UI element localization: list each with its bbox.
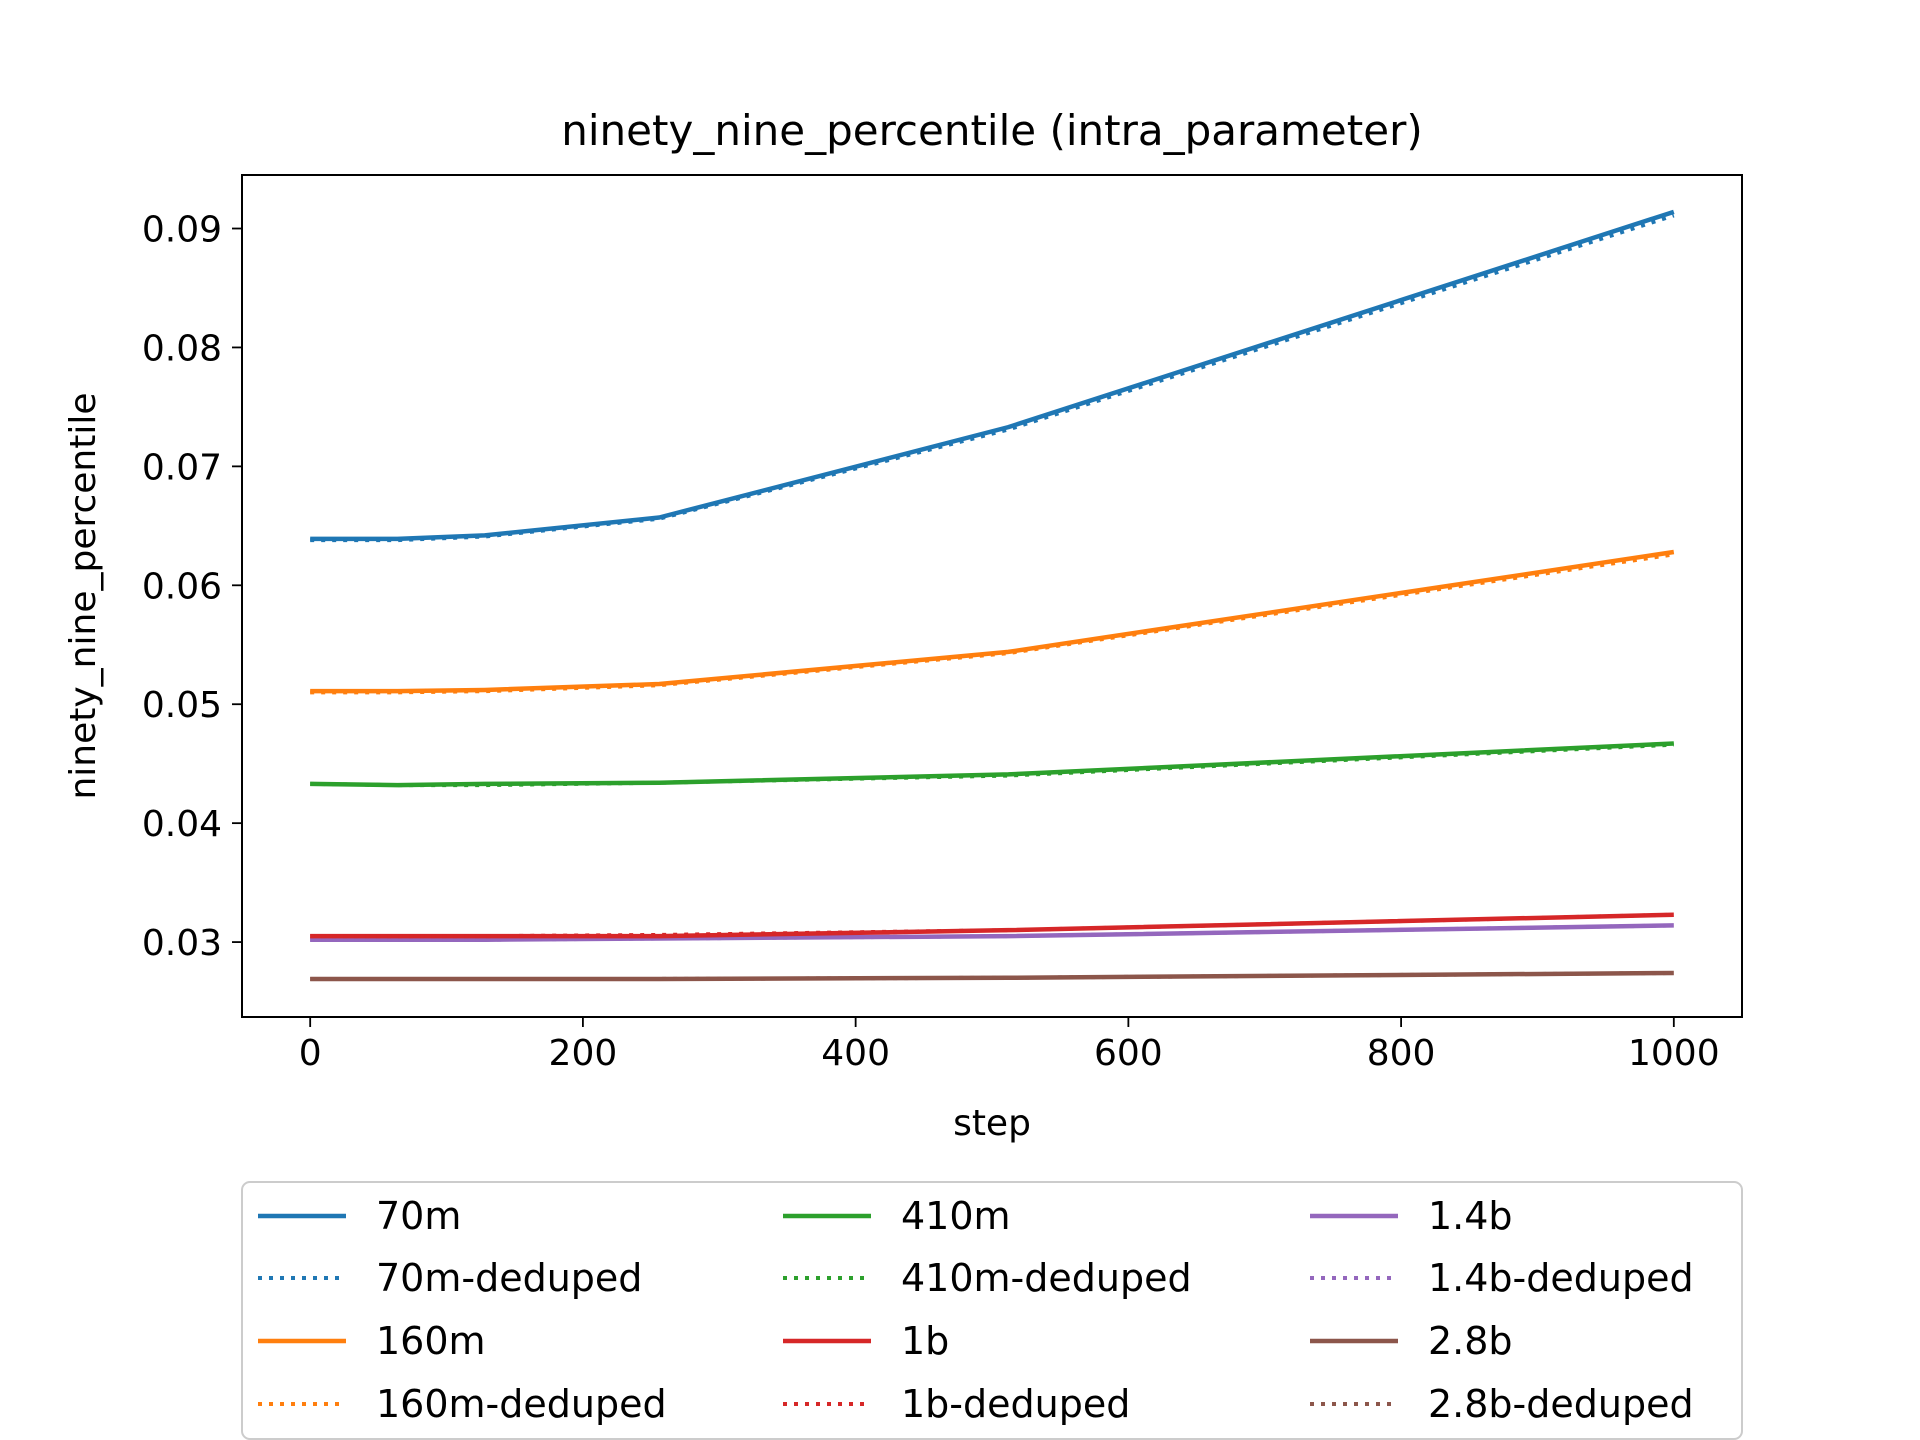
x-tick-label: 1000 bbox=[1628, 1033, 1720, 1074]
legend-label: 160m-deduped bbox=[376, 1382, 667, 1426]
legend-label: 2.8b-deduped bbox=[1428, 1382, 1694, 1426]
legend-label: 70m bbox=[376, 1194, 461, 1238]
legend-label: 70m-deduped bbox=[376, 1256, 642, 1300]
legend-item-2-8b: 2.8b bbox=[1310, 1319, 1513, 1363]
legend-item-410m: 410m bbox=[783, 1194, 1011, 1238]
x-tick-label: 600 bbox=[1094, 1033, 1163, 1074]
legend-item-1-4b-deduped: 1.4b-deduped bbox=[1310, 1256, 1694, 1300]
y-tick-label: 0.08 bbox=[142, 328, 222, 369]
legend-item-160m: 160m bbox=[258, 1319, 486, 1363]
y-tick-label: 0.09 bbox=[142, 210, 222, 251]
series-line-2-8b bbox=[310, 970, 1674, 982]
series-line-70m bbox=[310, 209, 1675, 542]
legend-item-1b-deduped: 1b-deduped bbox=[783, 1382, 1130, 1426]
y-axis-title: ninety_nine_percentile bbox=[63, 392, 104, 799]
series-line-1-4b bbox=[310, 923, 1674, 942]
legend-item-410m-deduped: 410m-deduped bbox=[783, 1256, 1192, 1300]
legend-item-1-4b: 1.4b bbox=[1310, 1194, 1513, 1238]
y-tick-label: 0.07 bbox=[142, 447, 222, 488]
series-line-70m-deduped bbox=[310, 213, 1675, 543]
plot-frame bbox=[241, 174, 1743, 1018]
y-tick-label: 0.04 bbox=[142, 804, 222, 845]
plot-area bbox=[241, 174, 1743, 1018]
legend-label: 2.8b bbox=[1428, 1319, 1513, 1363]
x-axis: 0 200 400 600 800 1000 bbox=[299, 1017, 1720, 1074]
x-tick-label: 800 bbox=[1367, 1033, 1436, 1074]
series-line-160m-deduped bbox=[310, 552, 1675, 695]
legend-box bbox=[241, 1181, 1743, 1440]
series-layer bbox=[310, 209, 1675, 982]
series-line-160m bbox=[310, 549, 1675, 694]
legend-label: 410m-deduped bbox=[901, 1256, 1192, 1300]
y-axis: 0.03 0.04 0.05 0.06 0.07 0.08 0.09 bbox=[142, 210, 242, 964]
x-tick-label: 400 bbox=[821, 1033, 890, 1074]
legend-item-1b: 1b bbox=[783, 1319, 949, 1363]
legend-item-70m: 70m bbox=[258, 1194, 461, 1238]
legend-item-2-8b-deduped: 2.8b-deduped bbox=[1310, 1382, 1694, 1426]
legend-label: 1.4b-deduped bbox=[1428, 1256, 1694, 1300]
legend-item-70m-deduped: 70m-deduped bbox=[258, 1256, 642, 1300]
legend-label: 1b-deduped bbox=[901, 1382, 1130, 1426]
series-line-410m bbox=[310, 741, 1674, 788]
x-axis-title: step bbox=[953, 1103, 1031, 1144]
y-tick-label: 0.06 bbox=[142, 566, 222, 607]
x-tick-label: 200 bbox=[549, 1033, 618, 1074]
legend-label: 1b bbox=[901, 1319, 949, 1363]
legend-item-160m-deduped: 160m-deduped bbox=[258, 1382, 667, 1426]
y-tick-label: 0.03 bbox=[142, 923, 222, 964]
x-tick-label: 0 bbox=[299, 1033, 322, 1074]
legend: 70m 70m-deduped 160m 160m-deduped 410m 410m-d… bbox=[241, 1181, 1743, 1440]
y-tick-label: 0.05 bbox=[142, 685, 222, 726]
series-line-1b bbox=[310, 912, 1674, 939]
legend-label: 1.4b bbox=[1428, 1194, 1513, 1238]
legend-label: 160m bbox=[376, 1319, 486, 1363]
chart-title: ninety_nine_percentile (intra_parameter) bbox=[561, 106, 1422, 155]
legend-label: 410m bbox=[901, 1194, 1011, 1238]
